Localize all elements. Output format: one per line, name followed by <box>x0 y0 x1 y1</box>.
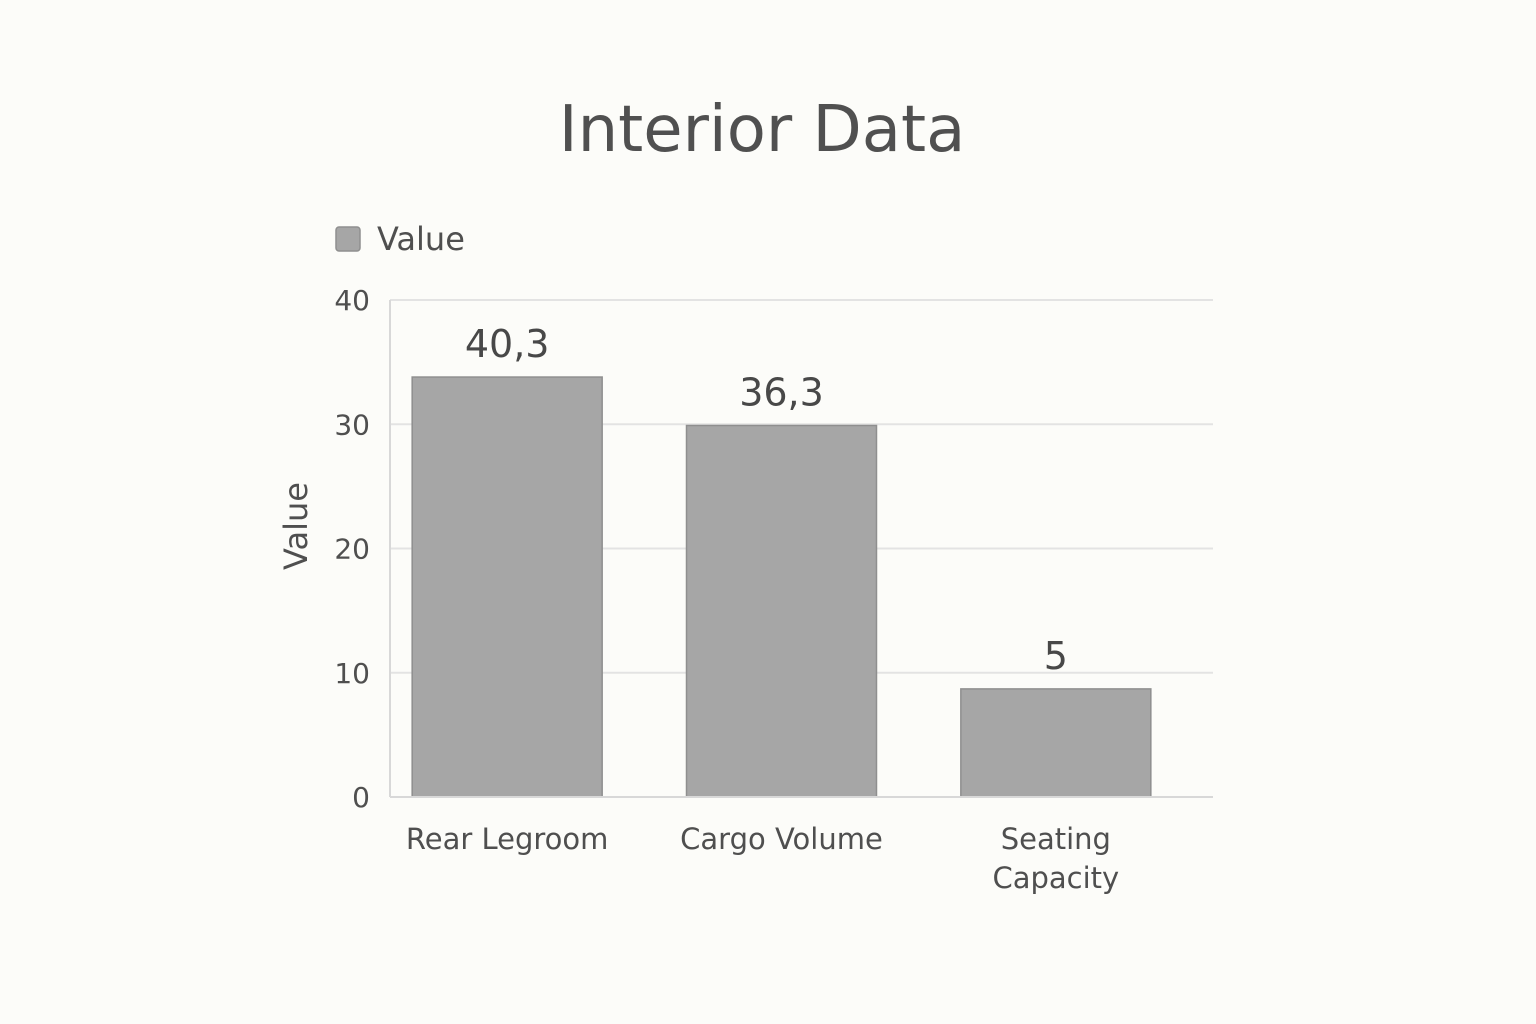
data-label: 5 <box>1044 634 1068 678</box>
chart-title: Interior Data <box>559 93 966 167</box>
y-tick-label: 10 <box>334 657 370 690</box>
x-tick-label: Rear Legroom <box>406 822 609 856</box>
legend-swatch <box>335 226 361 252</box>
data-label: 40,3 <box>465 322 550 366</box>
x-axis-labels: Rear Legroom Cargo Volume Seating Capacity <box>406 822 1119 895</box>
x-tick-label: Seating <box>1001 822 1111 856</box>
data-label: 36,3 <box>739 370 824 414</box>
bars <box>411 376 1152 798</box>
legend-label: Value <box>377 220 465 258</box>
y-tick-label: 40 <box>334 284 370 317</box>
legend: Value <box>335 220 465 258</box>
y-axis-title: Value <box>277 482 315 570</box>
bar <box>685 424 878 798</box>
y-tick-label: 0 <box>352 781 370 814</box>
bar <box>960 688 1152 798</box>
bar <box>411 376 603 798</box>
y-tick-label: 30 <box>334 408 370 441</box>
x-tick-label: Cargo Volume <box>680 822 883 856</box>
y-tick-label: 20 <box>334 533 370 566</box>
data-labels: 40,3 36,3 5 <box>465 322 1068 678</box>
x-tick-label: Capacity <box>992 861 1119 895</box>
y-axis-ticks: 0 10 20 30 40 <box>334 284 370 814</box>
